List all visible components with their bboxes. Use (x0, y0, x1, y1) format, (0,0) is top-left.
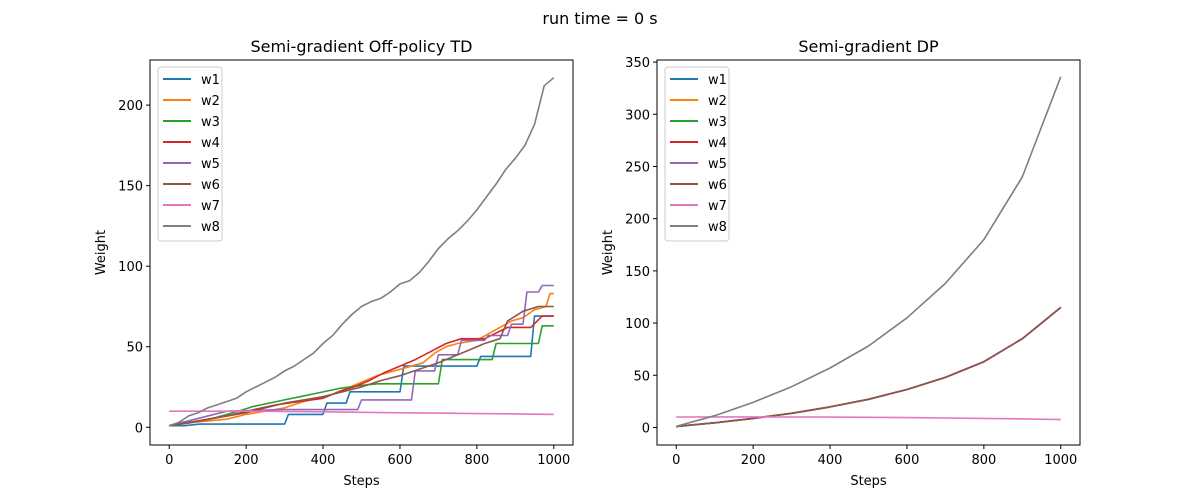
x-tick-label: 0 (165, 453, 173, 468)
y-tick-label: 0 (135, 421, 143, 436)
y-tick-label: 250 (625, 160, 650, 175)
subplot-title: Semi-gradient DP (798, 37, 939, 56)
legend-label: w5 (708, 157, 727, 172)
x-tick-label: 800 (971, 453, 996, 468)
legend-label: w1 (201, 73, 220, 88)
series-line-w6 (676, 306, 1062, 428)
y-tick-label: 50 (633, 369, 650, 384)
legend-label: w7 (708, 199, 727, 214)
series-lines (168, 77, 555, 427)
series-line-w8 (168, 77, 555, 427)
axes-frame (656, 59, 1081, 446)
y-tick-label: 0 (642, 421, 650, 436)
y-tick-label: 150 (625, 265, 650, 280)
x-tick-label: 800 (464, 453, 489, 468)
subplot-title: Semi-gradient Off-policy TD (251, 37, 473, 56)
axis-ticks: 0 200 400 600 800 1000 0 50 100 150 200 (118, 99, 570, 468)
x-tick-label: 0 (672, 453, 680, 468)
legend-box (664, 66, 730, 242)
legend-label: w6 (708, 178, 727, 193)
x-axis-label: Steps (343, 474, 380, 489)
series-line-w8 (675, 76, 1062, 428)
y-tick-label: 100 (625, 317, 650, 332)
y-tick-label: 300 (625, 108, 650, 123)
legend-label: w2 (708, 94, 727, 109)
series-lines (675, 76, 1062, 428)
x-tick-label: 1000 (537, 453, 570, 468)
x-tick-label: 600 (895, 453, 920, 468)
x-tick-label: 400 (818, 453, 843, 468)
legend-label: w7 (201, 199, 220, 214)
legend-label: w4 (708, 136, 727, 151)
x-tick-label: 1000 (1044, 453, 1077, 468)
legend-label: w6 (201, 178, 220, 193)
series-line-w7 (169, 410, 554, 416)
legend: w1 w2 w3 w4 w5 w6 w7 w8 (664, 66, 730, 242)
y-tick-label: 200 (625, 213, 650, 228)
x-tick-label: 400 (311, 453, 336, 468)
axis-ticks: 0 200 400 600 800 1000 0 50 100 150 200 250 300 350 (625, 56, 1077, 468)
y-tick-label: 50 (126, 341, 143, 356)
y-axis-label: Weight (94, 230, 109, 275)
legend-label: w4 (201, 136, 220, 151)
legend-label: w5 (201, 157, 220, 172)
axes-frame (149, 59, 574, 446)
figure-suptitle: run time = 0 s (542, 9, 657, 28)
y-tick-label: 350 (625, 56, 650, 71)
y-tick-label: 150 (118, 180, 143, 195)
y-axis-label: Weight (601, 230, 616, 275)
legend-box (157, 66, 223, 242)
series-line-w4 (169, 315, 554, 427)
subplot-dp: Semi-gradient DP Steps Weight 0 200 400 600… (601, 37, 1081, 489)
legend-label: w2 (201, 94, 220, 109)
subplot-td: Semi-gradient Off-policy TD Steps Weight… (94, 37, 574, 489)
series-line-w7 (676, 416, 1061, 421)
x-tick-label: 600 (388, 453, 413, 468)
x-tick-label: 200 (741, 453, 766, 468)
x-tick-label: 200 (234, 453, 259, 468)
y-tick-label: 100 (118, 260, 143, 275)
legend-label: w3 (708, 115, 727, 130)
x-axis-label: Steps (850, 474, 887, 489)
legend-label: w1 (708, 73, 727, 88)
series-line-w1 (169, 315, 554, 427)
legend-label: w3 (201, 115, 220, 130)
series-line-w6 (169, 305, 554, 427)
legend-label: w8 (201, 220, 220, 235)
legend-label: w8 (708, 220, 727, 235)
y-tick-label: 200 (118, 99, 143, 114)
legend: w1 w2 w3 w4 w5 w6 w7 w8 (157, 66, 223, 242)
